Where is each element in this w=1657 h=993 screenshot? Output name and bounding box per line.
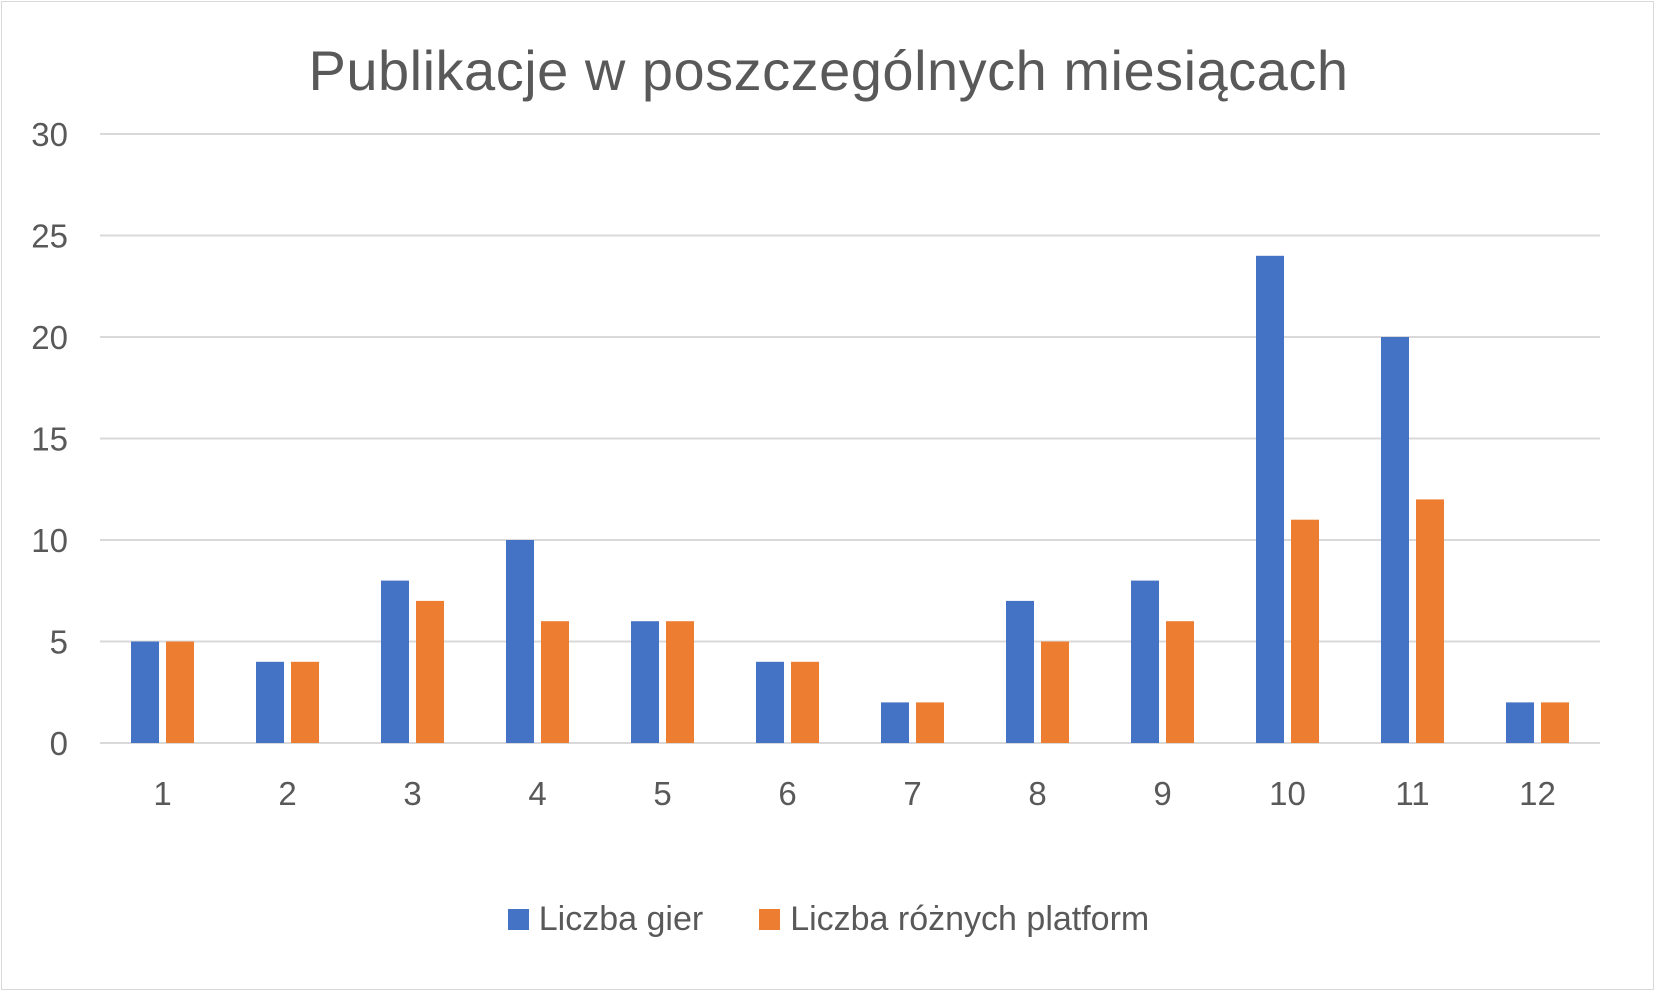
x-tick-label: 11 [1395,775,1429,812]
y-tick-label: 20 [31,319,68,356]
x-tick-label: 10 [1269,775,1306,812]
legend-item-series-2: Liczba różnych platform [759,900,1149,939]
bar-series-1-month-7 [881,702,909,743]
bar-series-2-month-12 [1541,702,1569,743]
bar-series-1-month-1 [131,641,159,743]
bar-series-2-month-2 [291,661,319,743]
x-tick-label: 9 [1153,775,1171,812]
x-tick-label: 7 [903,775,921,812]
bar-series-1-month-10 [1256,255,1284,744]
x-tick-label: 1 [153,775,171,812]
legend-label-series-2: Liczba różnych platform [790,900,1150,938]
y-tick-label: 15 [31,421,68,458]
x-tick-label: 12 [1519,775,1556,812]
y-tick-label: 30 [31,116,68,153]
bar-series-2-month-3 [416,600,444,743]
bar-series-2-month-8 [1041,641,1069,743]
bar-series-2-month-7 [916,702,944,743]
bar-series-2-month-6 [791,661,819,743]
bar-series-2-month-10 [1291,519,1319,743]
bar-series-1-month-5 [631,621,659,743]
legend-swatch-series-1 [507,909,529,930]
bar-series-1-month-3 [381,580,409,743]
x-tick-label: 8 [1028,775,1046,812]
x-tick-label: 6 [778,775,796,812]
x-tick-label: 4 [528,775,546,812]
legend-item-series-1: Liczba gier [507,900,704,939]
bar-series-1-month-4 [506,540,534,743]
x-tick-label: 3 [403,775,421,812]
bar-series-1-month-12 [1506,702,1534,743]
bar-series-2-month-4 [541,621,569,743]
x-tick-label: 5 [653,775,671,812]
bar-series-1-month-11 [1381,337,1409,743]
bar-series-2-month-9 [1166,621,1194,743]
legend-swatch-series-2 [759,909,781,930]
y-tick-label: 25 [31,218,68,255]
bar-series-1-month-8 [1006,600,1034,743]
bar-series-1-month-9 [1131,580,1159,743]
legend: Liczba gier Liczba różnych platform [0,900,1657,939]
y-tick-label: 5 [50,624,68,661]
bar-series-1-month-2 [256,661,284,743]
y-tick-label: 0 [50,725,68,762]
x-tick-label: 2 [278,775,296,812]
y-tick-label: 10 [31,522,68,559]
legend-label-series-1: Liczba gier [538,900,704,938]
bar-series-2-month-5 [666,621,694,743]
chart-title: Publikacje w poszczególnych miesiącach [308,39,1349,102]
bar-series-2-month-11 [1416,499,1444,743]
bar-series-1-month-6 [756,661,784,743]
bar-series-2-month-1 [166,641,194,743]
